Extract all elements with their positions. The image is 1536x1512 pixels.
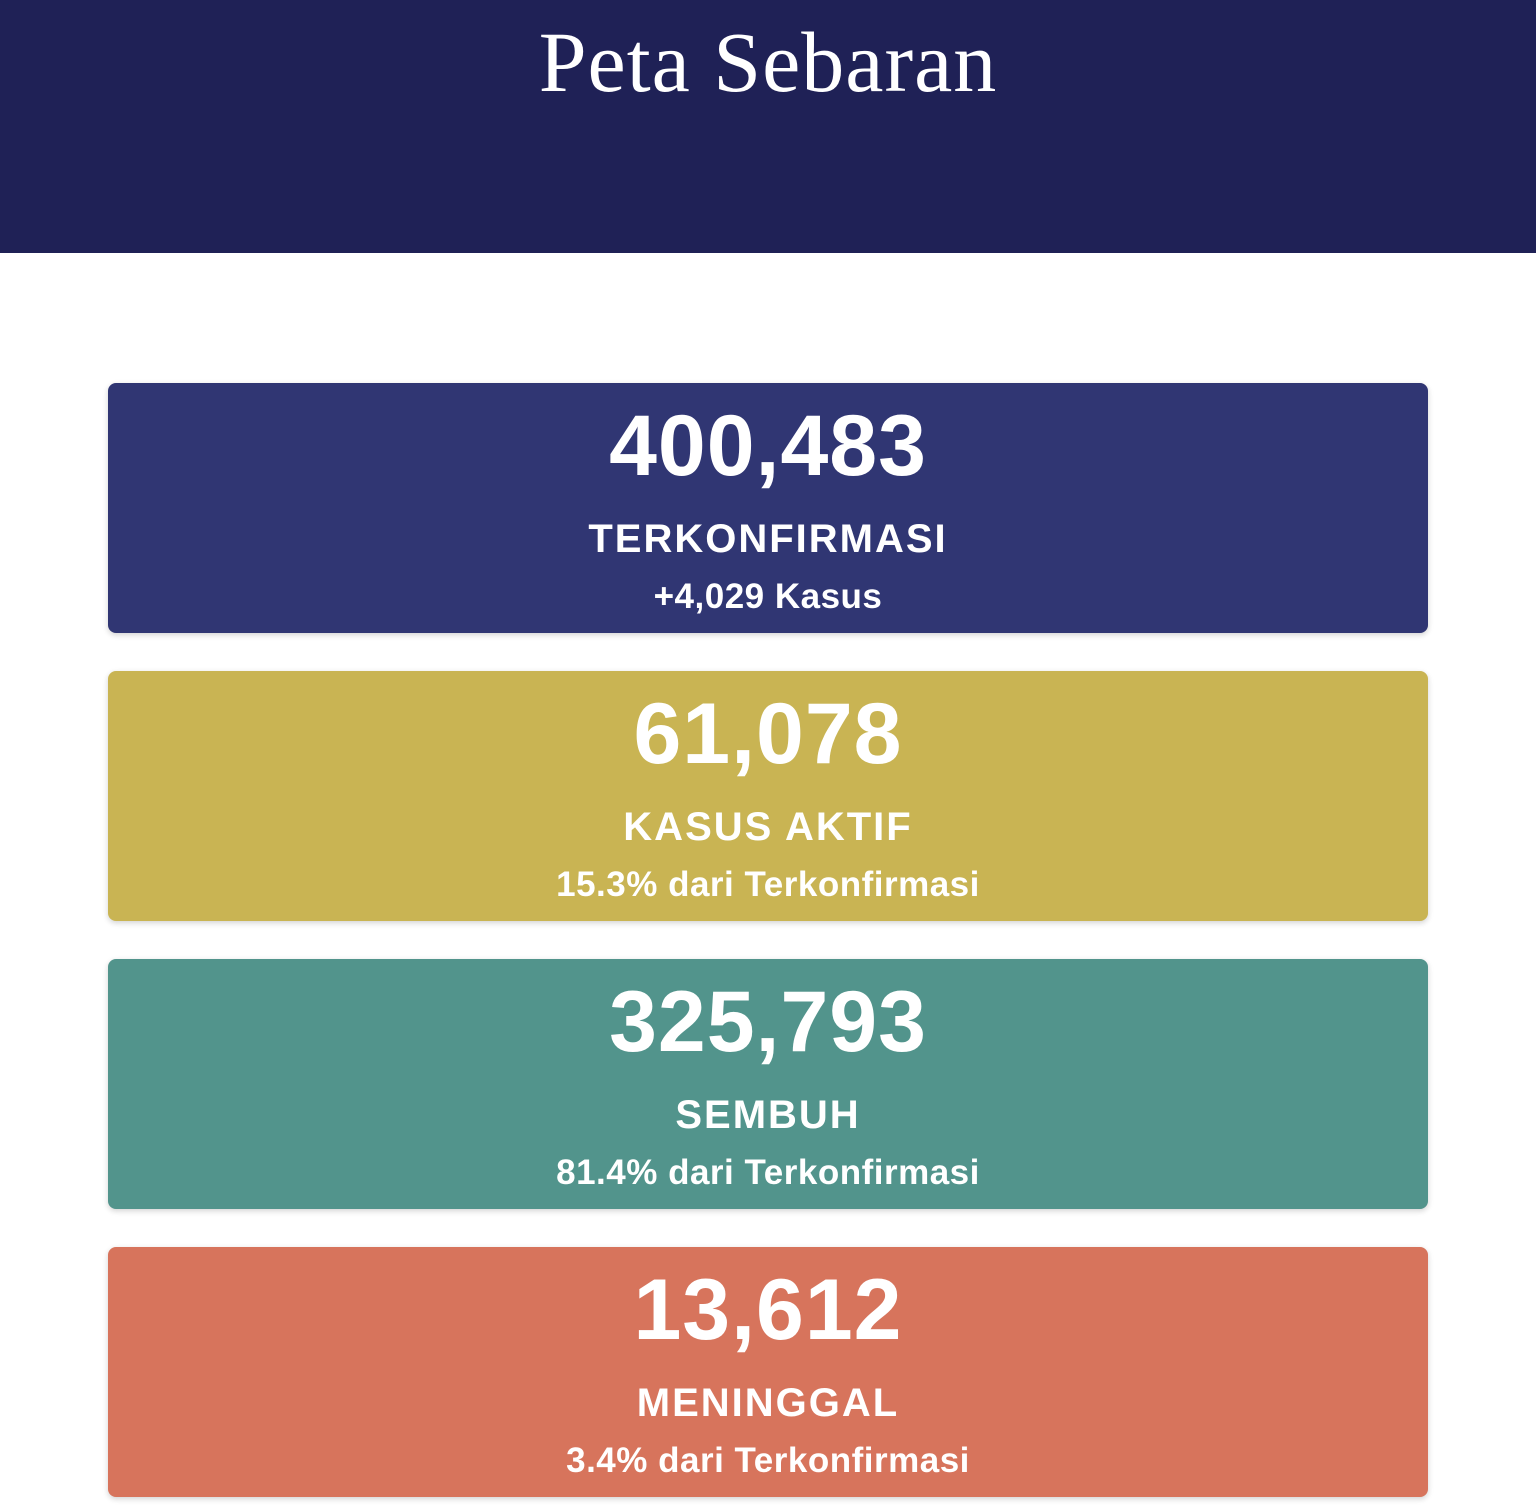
stat-card-meninggal: 13,612 MENINGGAL 3.4% dari Terkonfirmasi [108, 1247, 1428, 1497]
page-header: Peta Sebaran [0, 0, 1536, 253]
stat-subtext-kasus-aktif: 15.3% dari Terkonfirmasi [556, 864, 980, 904]
stat-subtext-terkonfirmasi: +4,029 Kasus [653, 576, 883, 616]
stat-label-sembuh: SEMBUH [675, 1092, 861, 1137]
stat-value-terkonfirmasi: 400,483 [609, 397, 927, 494]
stat-subtext-sembuh: 81.4% dari Terkonfirmasi [556, 1152, 980, 1192]
stat-label-meninggal: MENINGGAL [636, 1380, 900, 1425]
stat-value-sembuh: 325,793 [609, 973, 927, 1070]
stats-section: 400,483 TERKONFIRMASI +4,029 Kasus 61,07… [0, 253, 1536, 1497]
stat-value-kasus-aktif: 61,078 [633, 685, 903, 782]
stat-subtext-meninggal: 3.4% dari Terkonfirmasi [566, 1440, 970, 1480]
stat-value-meninggal: 13,612 [633, 1261, 903, 1358]
stat-card-terkonfirmasi: 400,483 TERKONFIRMASI +4,029 Kasus [108, 383, 1428, 633]
stat-label-kasus-aktif: KASUS AKTIF [623, 804, 913, 849]
stat-card-sembuh: 325,793 SEMBUH 81.4% dari Terkonfirmasi [108, 959, 1428, 1209]
page-title: Peta Sebaran [538, 14, 998, 110]
stat-label-terkonfirmasi: TERKONFIRMASI [588, 516, 948, 561]
stat-card-kasus-aktif: 61,078 KASUS AKTIF 15.3% dari Terkonfirm… [108, 671, 1428, 921]
